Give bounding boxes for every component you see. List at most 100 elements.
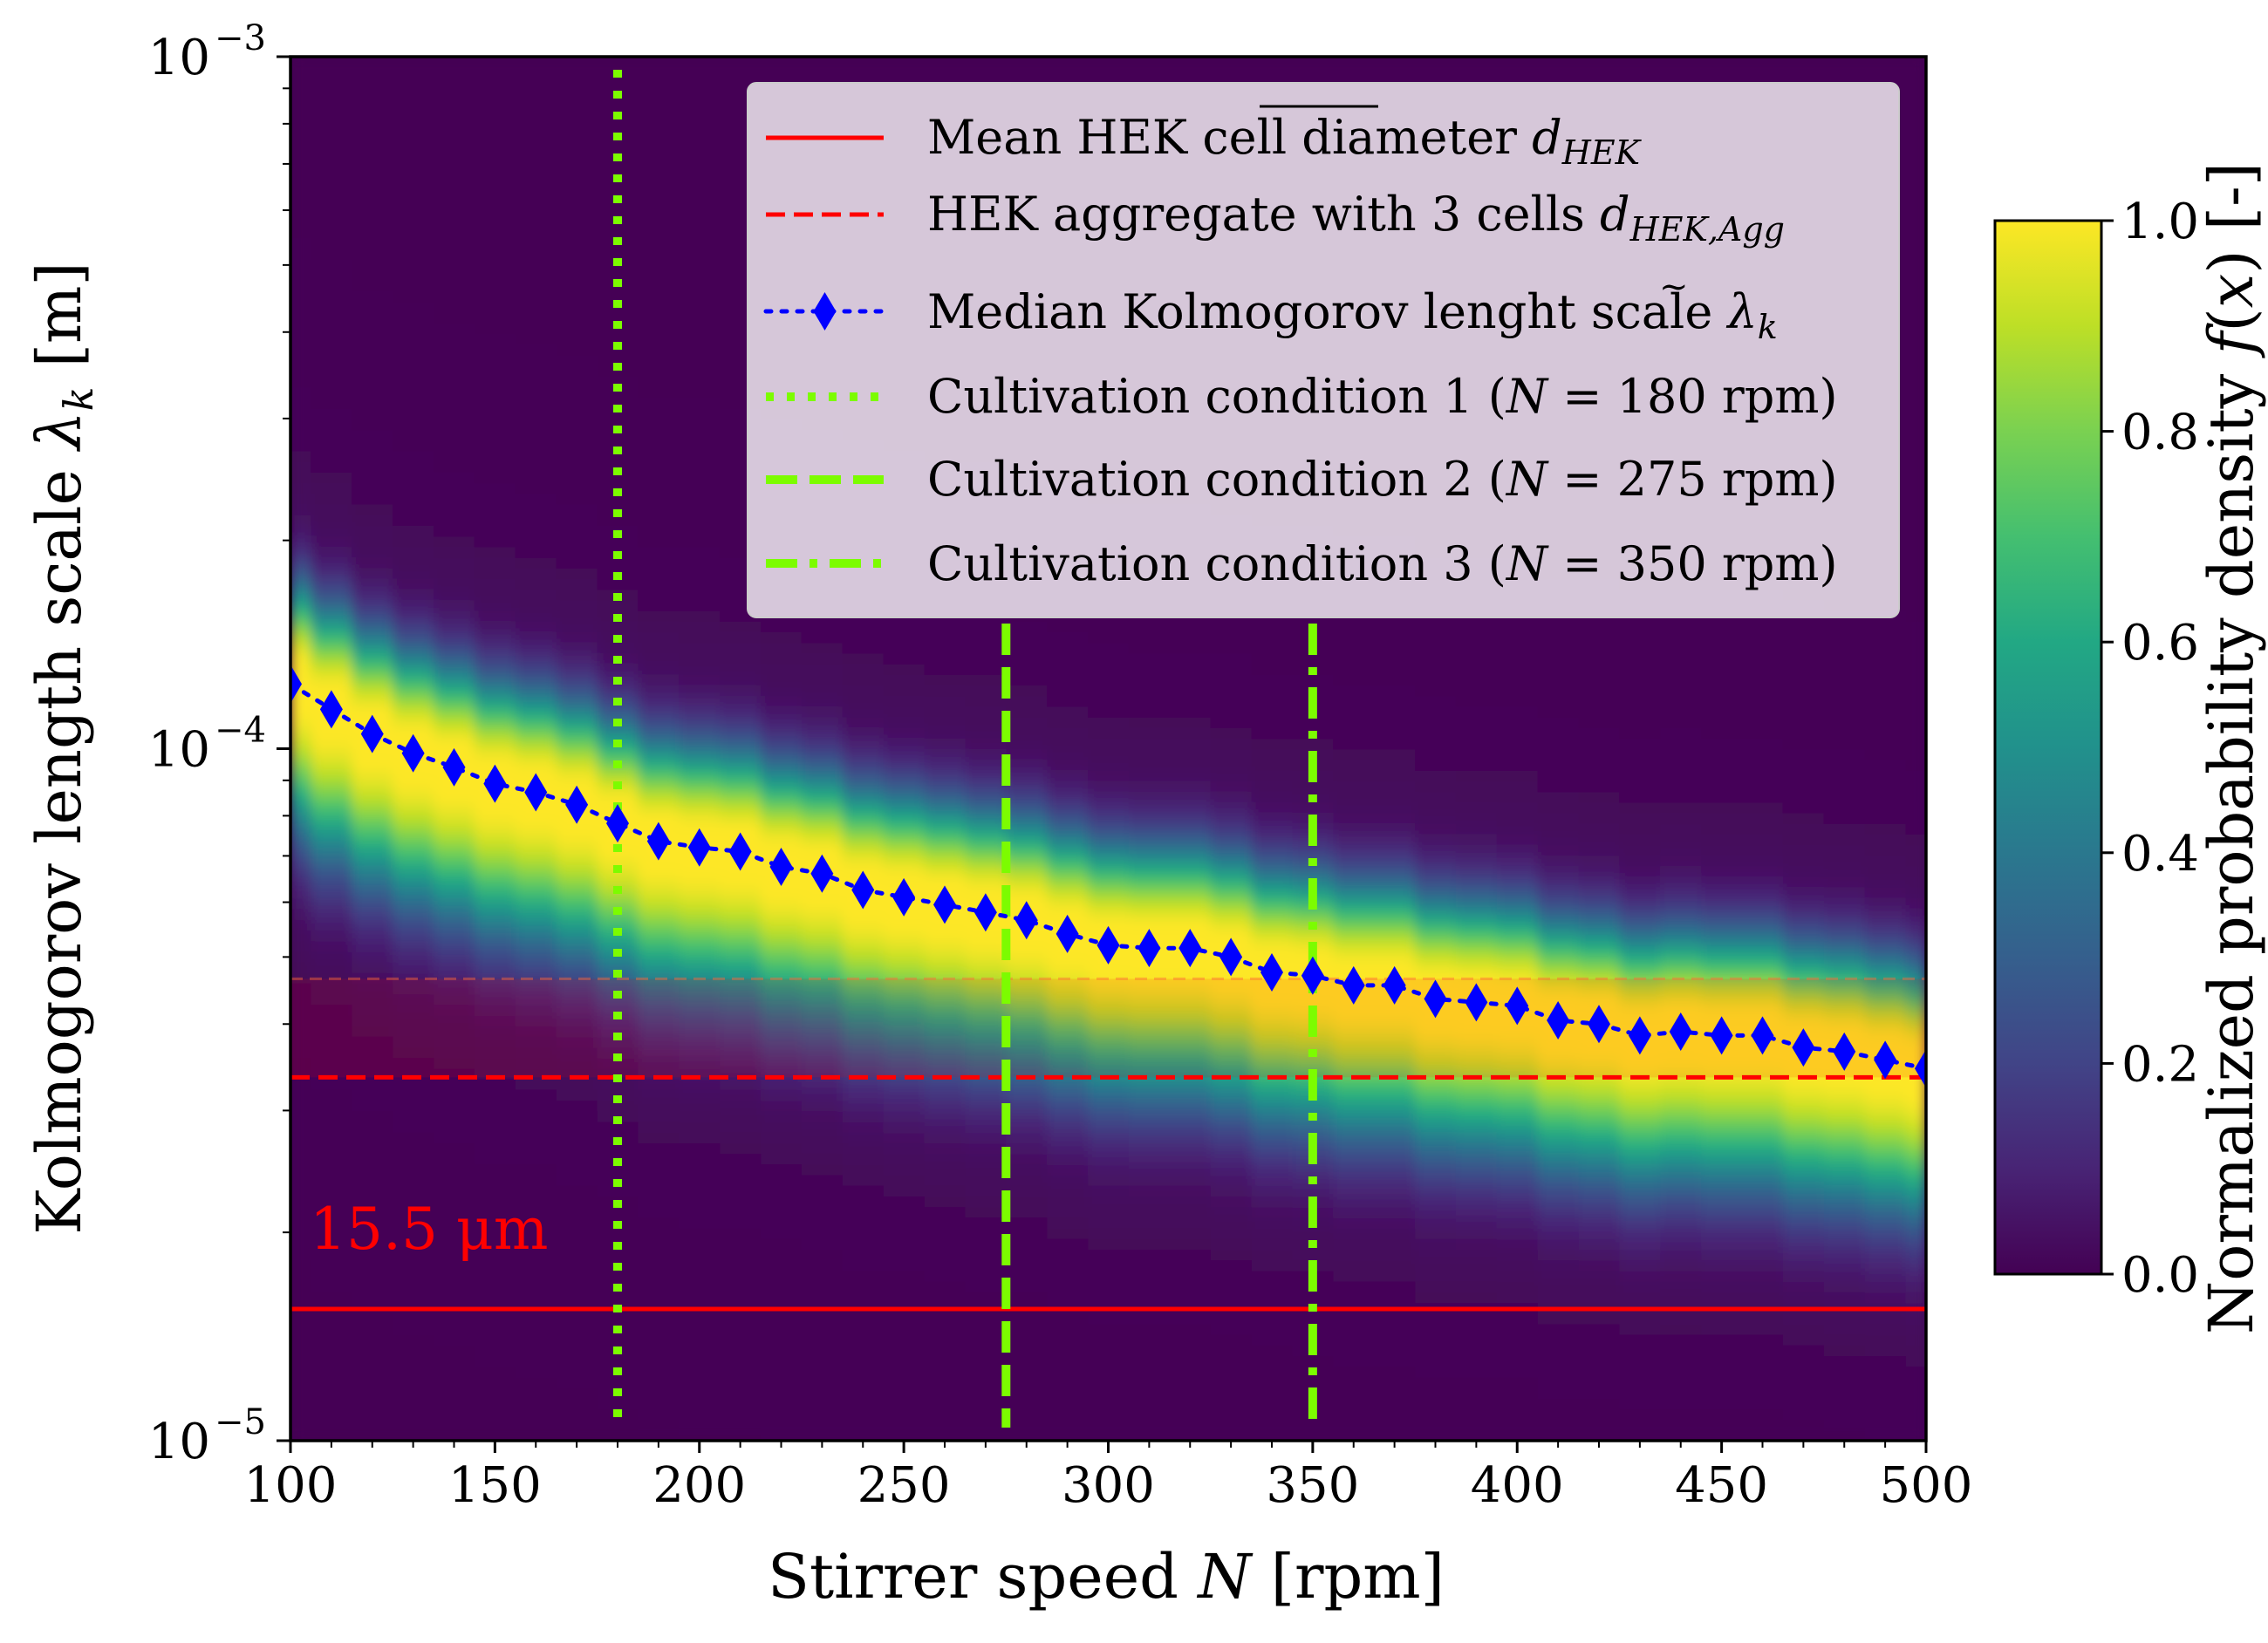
heatmap-cell bbox=[1415, 918, 1457, 931]
heatmap-cell bbox=[1782, 1270, 1825, 1282]
heatmap-cell bbox=[1782, 855, 1825, 867]
heatmap-cell bbox=[679, 983, 721, 995]
heatmap-cell bbox=[761, 1408, 803, 1421]
heatmap-cell bbox=[842, 663, 885, 675]
heatmap-cell bbox=[1333, 1419, 1375, 1431]
heatmap-cell bbox=[1415, 1249, 1457, 1261]
heatmap-cell bbox=[556, 1355, 598, 1367]
heatmap-cell bbox=[1455, 918, 1498, 931]
heatmap-cell bbox=[1210, 652, 1253, 665]
heatmap-cell bbox=[1578, 748, 1621, 760]
heatmap-cell bbox=[679, 887, 721, 899]
heatmap-cell bbox=[556, 450, 598, 462]
heatmap-cell bbox=[1415, 706, 1457, 718]
heatmap-cell bbox=[1701, 1387, 1743, 1399]
heatmap-cell bbox=[1701, 642, 1743, 654]
heatmap-cell bbox=[290, 1355, 312, 1367]
heatmap-cell bbox=[1210, 706, 1253, 718]
heatmap-cell bbox=[761, 1323, 803, 1335]
heatmap-cell bbox=[1619, 1270, 1662, 1282]
heatmap-cell bbox=[556, 312, 598, 324]
heatmap-cell bbox=[1292, 1100, 1335, 1112]
heatmap-cell bbox=[515, 918, 557, 931]
heatmap-cell bbox=[1660, 1376, 1702, 1388]
heatmap-cell bbox=[1006, 1270, 1048, 1282]
heatmap-cell bbox=[1660, 1366, 1702, 1378]
heatmap-cell bbox=[1496, 918, 1539, 931]
heatmap-cell bbox=[1047, 57, 1089, 68]
heatmap-cell bbox=[1374, 1376, 1416, 1388]
heatmap-cell bbox=[883, 631, 926, 644]
heatmap-cell bbox=[1742, 897, 1784, 910]
heatmap-cell bbox=[597, 184, 639, 196]
heatmap-cell bbox=[556, 258, 598, 270]
heatmap-cell bbox=[1415, 1429, 1457, 1441]
heatmap-cell bbox=[1251, 1227, 1294, 1239]
heatmap-cell bbox=[556, 1163, 598, 1176]
heatmap-cell bbox=[679, 1280, 721, 1292]
heatmap-cell bbox=[720, 1100, 762, 1112]
heatmap-cell bbox=[1701, 769, 1743, 781]
heatmap-cell bbox=[924, 971, 967, 984]
heatmap-cell bbox=[434, 1345, 475, 1357]
heatmap-cell bbox=[801, 769, 844, 781]
heatmap-cell bbox=[1006, 887, 1048, 899]
heatmap-cell bbox=[311, 1142, 353, 1155]
heatmap-cell bbox=[965, 1163, 1008, 1176]
heatmap-cell bbox=[1006, 1089, 1048, 1101]
heatmap-cell bbox=[556, 685, 598, 697]
heatmap-cell bbox=[290, 1238, 312, 1251]
heatmap-cell bbox=[1455, 1036, 1498, 1048]
heatmap-cell bbox=[515, 983, 557, 995]
heatmap-cell bbox=[434, 1323, 475, 1335]
heatmap-cell bbox=[720, 1312, 762, 1325]
heatmap-cell bbox=[393, 1089, 434, 1101]
heatmap-cell bbox=[1047, 1227, 1089, 1239]
heatmap-cell bbox=[290, 333, 312, 345]
heatmap-cell bbox=[679, 674, 721, 685]
heatmap-cell bbox=[1782, 887, 1825, 899]
heatmap-cell bbox=[556, 67, 598, 79]
heatmap-cell bbox=[1823, 1100, 1866, 1112]
heatmap-cell bbox=[1823, 1142, 1866, 1155]
heatmap-cell bbox=[1006, 1280, 1048, 1292]
heatmap-cell bbox=[515, 1163, 557, 1176]
heatmap-cell bbox=[556, 748, 598, 760]
heatmap-cell bbox=[556, 237, 598, 249]
heatmap-cell bbox=[1047, 1429, 1089, 1441]
heatmap-cell bbox=[1210, 781, 1253, 793]
heatmap-cell bbox=[1210, 685, 1253, 697]
heatmap-cell bbox=[1701, 685, 1743, 697]
heatmap-cell bbox=[311, 663, 353, 675]
heatmap-cell bbox=[515, 258, 557, 270]
heatmap-cell bbox=[679, 429, 721, 441]
heatmap-cell bbox=[1415, 1408, 1457, 1421]
heatmap-cell bbox=[434, 184, 475, 196]
heatmap-cell bbox=[1333, 897, 1375, 910]
heatmap-cell bbox=[1251, 1323, 1294, 1335]
heatmap-cell bbox=[1006, 57, 1048, 68]
heatmap-cell bbox=[311, 194, 353, 207]
heatmap-cell bbox=[638, 1238, 680, 1251]
heatmap-cell bbox=[1333, 1270, 1375, 1282]
heatmap-cell bbox=[393, 110, 434, 121]
heatmap-cell bbox=[679, 791, 721, 803]
heatmap-cell bbox=[1660, 1323, 1702, 1335]
heatmap-cell bbox=[1578, 855, 1621, 867]
heatmap-cell bbox=[1374, 951, 1416, 963]
heatmap-cell bbox=[679, 748, 721, 760]
heatmap-cell bbox=[1047, 1345, 1089, 1357]
heatmap-cell bbox=[1333, 1366, 1375, 1378]
heatmap-cell bbox=[1088, 1142, 1130, 1155]
heatmap-cell bbox=[1619, 1280, 1662, 1292]
heatmap-cell bbox=[842, 695, 885, 707]
heatmap-cell bbox=[434, 1238, 475, 1251]
heatmap-cell bbox=[393, 1280, 434, 1292]
heatmap-cell bbox=[679, 237, 721, 249]
heatmap-cell bbox=[1374, 1142, 1416, 1155]
heatmap-cell bbox=[1128, 908, 1171, 920]
heatmap-cell bbox=[924, 1419, 967, 1431]
heatmap-cell bbox=[352, 1217, 393, 1229]
heatmap-cell bbox=[434, 578, 475, 590]
heatmap-cell bbox=[1047, 1419, 1089, 1431]
